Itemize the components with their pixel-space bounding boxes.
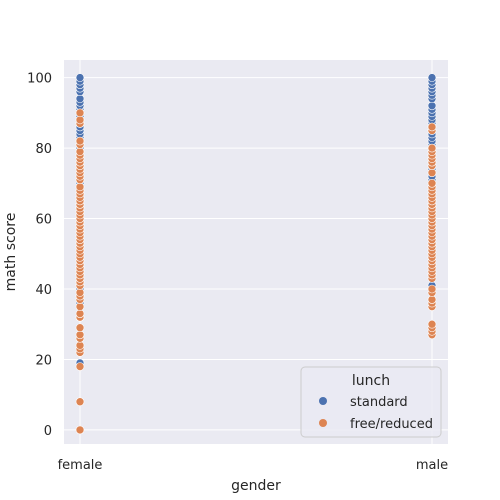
y-tick-label: 20 <box>35 353 52 368</box>
data-point-standard <box>427 73 437 82</box>
legend-marker-standard <box>319 397 327 405</box>
y-tick-label: 0 <box>44 424 52 439</box>
y-tick-label: 100 <box>27 72 52 87</box>
legend-label-standard: standard <box>350 395 408 410</box>
y-tick-label: 40 <box>35 283 52 298</box>
data-point-free-reduced <box>75 425 85 435</box>
y-tick-label: 60 <box>35 213 52 228</box>
legend-label-free-reduced: free/reduced <box>350 417 433 432</box>
data-point-free-reduced <box>427 122 437 132</box>
x-axis-label: gender <box>231 478 281 494</box>
data-point-free-reduced <box>75 397 85 407</box>
data-point-free-reduced <box>427 284 437 294</box>
data-point-free-reduced <box>75 136 85 146</box>
legend-title: lunch <box>352 373 390 389</box>
legend-box <box>300 366 442 438</box>
y-axis-label: math score <box>3 213 19 292</box>
x-tick-labels: female male <box>58 458 449 473</box>
legend: lunch standard free/reduced <box>300 366 442 438</box>
data-point-standard <box>75 73 85 82</box>
x-tick-label: female <box>58 458 103 473</box>
data-point-free-reduced <box>75 108 85 118</box>
data-points <box>75 73 437 435</box>
y-tick-label: 80 <box>35 142 52 157</box>
data-point-free-reduced <box>427 319 437 329</box>
data-point-free-reduced <box>427 143 437 153</box>
data-point-free-reduced <box>75 323 85 333</box>
x-tick-label: male <box>416 458 448 473</box>
y-tick-labels: 0 20 40 60 80 100 <box>27 72 52 439</box>
data-point-free-reduced <box>75 362 85 371</box>
legend-marker-free-reduced <box>319 419 327 427</box>
data-point-free-reduced <box>427 179 437 188</box>
